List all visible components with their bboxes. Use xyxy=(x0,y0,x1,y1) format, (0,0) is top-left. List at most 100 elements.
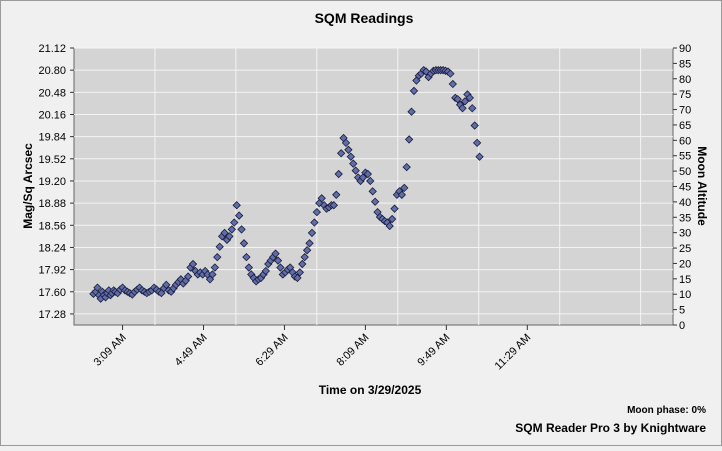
data-point xyxy=(460,97,470,106)
y2-tick-labels: 0 5 10 15 20 25 30 35 40 45 50 55 60 65 70 75 80 85 90 xyxy=(679,43,691,332)
data-point xyxy=(351,166,360,175)
data-point xyxy=(305,239,314,248)
y2-tick-label: 35 xyxy=(679,212,691,224)
y-tick-label: 17.28 xyxy=(38,309,66,321)
data-point xyxy=(227,225,237,234)
y2-tick-label: 5 xyxy=(679,305,685,317)
data-point xyxy=(271,249,280,258)
data-point xyxy=(468,104,477,113)
data-point xyxy=(402,162,411,172)
y-tick-label: 20.80 xyxy=(38,65,66,77)
y-tick-label: 20.48 xyxy=(38,87,66,99)
data-point xyxy=(239,239,249,248)
data-point xyxy=(407,107,416,116)
data-point xyxy=(465,93,474,103)
data-point xyxy=(300,252,309,262)
data-point xyxy=(366,176,375,186)
data-point xyxy=(346,152,356,161)
plot-area xyxy=(73,47,674,326)
data-point xyxy=(295,268,305,277)
y-tick-label: 17.92 xyxy=(38,265,66,277)
data-point xyxy=(475,152,484,161)
y2-tick-label: 55 xyxy=(679,151,691,163)
y-tick-labels: 17.28 17.60 17.92 18.24 18.56 18.88 19.20 19.52… xyxy=(38,43,66,321)
data-point xyxy=(400,183,409,193)
data-point xyxy=(329,201,339,210)
data-point xyxy=(363,169,372,179)
data-point xyxy=(183,272,193,281)
data-point xyxy=(225,232,234,241)
data-point xyxy=(244,263,254,272)
data-point xyxy=(409,86,419,96)
credit-text: SQM Reader Pro 3 by Knightware xyxy=(515,421,706,435)
data-point xyxy=(261,266,271,276)
y-tick-label: 18.24 xyxy=(38,242,66,254)
data-point xyxy=(237,225,246,234)
data-point xyxy=(188,259,198,269)
data-point xyxy=(208,270,217,279)
data-point xyxy=(341,138,351,148)
y2-tick-label: 30 xyxy=(679,228,691,240)
data-point xyxy=(458,104,467,113)
y2-tick-label: 65 xyxy=(679,120,691,132)
data-point xyxy=(317,194,326,203)
data-point xyxy=(230,218,239,227)
y2-tick-label: 80 xyxy=(679,74,691,86)
data-point xyxy=(162,280,171,290)
y2-tick-label: 10 xyxy=(679,289,691,301)
data-point xyxy=(310,218,319,227)
y-tick-label: 19.52 xyxy=(38,154,66,166)
y-tick-label: 18.88 xyxy=(38,198,66,210)
data-point xyxy=(234,211,244,220)
data-point xyxy=(349,159,358,168)
data-point xyxy=(232,201,241,210)
moon-phase-text: Moon phase: 0% xyxy=(627,405,706,416)
y-tick-label: 21.12 xyxy=(38,43,66,55)
y2-axis-title: Moon Altitude xyxy=(695,146,709,226)
data-point xyxy=(470,121,479,130)
y2-tick-label: 60 xyxy=(679,135,691,147)
y2-tick-label: 90 xyxy=(679,43,691,55)
data-point xyxy=(344,145,353,154)
data-point xyxy=(385,221,394,231)
y-tick-label: 19.84 xyxy=(38,132,66,144)
data-point xyxy=(334,169,343,179)
data-point xyxy=(210,263,220,272)
data-point xyxy=(293,273,302,283)
data-point xyxy=(298,259,307,269)
data-point xyxy=(370,197,380,206)
y2-tick-label: 50 xyxy=(679,166,691,178)
data-point xyxy=(390,204,399,213)
y2-tick-label: 15 xyxy=(679,274,691,286)
data-point xyxy=(273,256,283,265)
y2-tick-label: 40 xyxy=(679,197,691,209)
data-point xyxy=(446,69,455,78)
data-point xyxy=(453,95,462,104)
data-point xyxy=(404,135,414,144)
data-points xyxy=(89,65,484,303)
y-tick-label: 18.56 xyxy=(38,220,66,232)
y2-tick-label: 45 xyxy=(679,182,691,194)
data-point xyxy=(242,252,251,262)
data-point xyxy=(213,252,222,262)
y2-tick-label: 0 xyxy=(679,320,685,332)
y-tick-label: 20.16 xyxy=(38,109,66,121)
x-axis-title: Time on 3/29/2025 xyxy=(319,383,422,397)
y-axis-title: Mag/Sq Arcsec xyxy=(21,143,35,229)
data-point xyxy=(307,228,317,238)
data-point xyxy=(448,79,457,89)
data-point xyxy=(220,228,229,238)
data-point xyxy=(336,149,346,158)
y2-tick-label: 70 xyxy=(679,105,691,117)
y-tick-label: 19.20 xyxy=(38,176,66,188)
chart-title: SQM Readings xyxy=(315,10,414,26)
data-point xyxy=(368,187,377,196)
data-point xyxy=(276,263,285,272)
y2-tick-label: 85 xyxy=(679,58,691,70)
y2-tick-label: 20 xyxy=(679,258,691,270)
data-point xyxy=(312,207,322,217)
data-point xyxy=(302,246,312,255)
data-point xyxy=(93,283,102,292)
